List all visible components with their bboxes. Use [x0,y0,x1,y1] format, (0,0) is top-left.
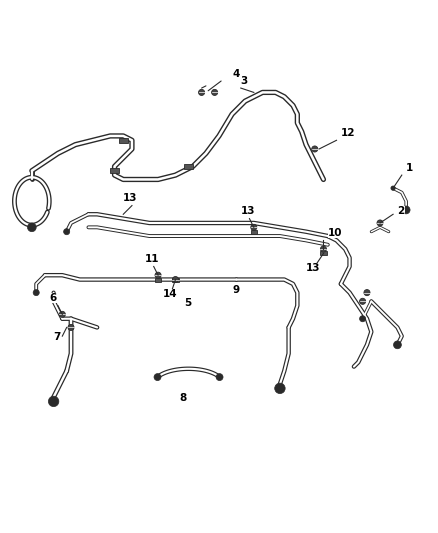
Circle shape [360,298,366,304]
Circle shape [402,206,410,214]
Circle shape [275,383,285,393]
Circle shape [198,90,205,95]
Text: 13: 13 [241,206,255,216]
Circle shape [155,272,161,278]
Circle shape [360,316,366,322]
Circle shape [391,186,395,190]
Circle shape [364,289,370,296]
Bar [184,164,193,169]
Text: 9: 9 [232,285,239,295]
Text: 10: 10 [328,228,343,238]
Bar [119,138,127,143]
Text: 5: 5 [184,297,191,308]
Circle shape [64,229,70,235]
Circle shape [216,374,223,381]
Text: 2: 2 [397,206,405,216]
Text: 3: 3 [241,76,248,86]
Bar [110,168,119,173]
Circle shape [377,220,383,226]
Circle shape [212,90,218,95]
Bar [251,230,257,233]
Circle shape [59,311,65,318]
Bar [172,278,179,281]
Text: 13: 13 [306,263,321,273]
Bar [320,252,327,255]
Circle shape [48,396,59,407]
Bar [155,278,161,281]
Text: 11: 11 [145,254,159,264]
Circle shape [33,289,39,296]
Text: 6: 6 [49,293,57,303]
Circle shape [251,224,257,230]
Text: 8: 8 [180,393,187,403]
Circle shape [321,246,326,252]
Circle shape [173,277,179,282]
Text: 14: 14 [162,289,177,299]
Circle shape [68,325,74,330]
Circle shape [28,223,36,232]
Text: 13: 13 [123,193,138,203]
Circle shape [393,341,401,349]
Text: 12: 12 [341,128,355,138]
Text: 7: 7 [53,333,61,343]
Circle shape [154,374,161,381]
Circle shape [312,146,318,152]
Text: 1: 1 [406,163,413,173]
Text: 4: 4 [232,69,240,79]
